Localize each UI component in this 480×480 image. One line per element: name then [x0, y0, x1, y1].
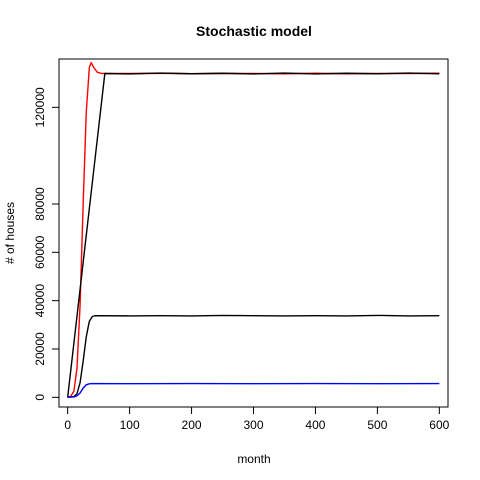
- y-tick-label: 80000: [33, 187, 47, 221]
- x-tick-label: 100: [120, 418, 140, 432]
- y-tick-label: 0: [33, 394, 47, 401]
- y-axis-label: # of houses: [3, 202, 17, 264]
- x-axis-label: month: [237, 452, 270, 466]
- series-line-2: [67, 314, 440, 399]
- y-axis: 0 20000 40000 60000 80000 120000: [33, 87, 60, 401]
- y-tick-label: 40000: [33, 284, 47, 318]
- y-tick-label: 60000: [33, 235, 47, 269]
- x-tick-label: 0: [64, 418, 71, 432]
- series-line-3: [67, 382, 440, 399]
- y-tick-label: 20000: [33, 332, 47, 366]
- x-tick-label: 200: [182, 418, 202, 432]
- series-line-1: [66, 72, 440, 398]
- x-tick-label: 400: [305, 418, 325, 432]
- x-tick-label: 600: [429, 418, 449, 432]
- chart-title: Stochastic model: [196, 23, 312, 39]
- x-axis: 0 100 200 300 400 500 600: [64, 406, 450, 432]
- x-tick-label: 500: [367, 418, 387, 432]
- x-tick-label: 300: [243, 418, 263, 432]
- series-group: [66, 61, 440, 399]
- y-tick-label: 120000: [33, 87, 47, 127]
